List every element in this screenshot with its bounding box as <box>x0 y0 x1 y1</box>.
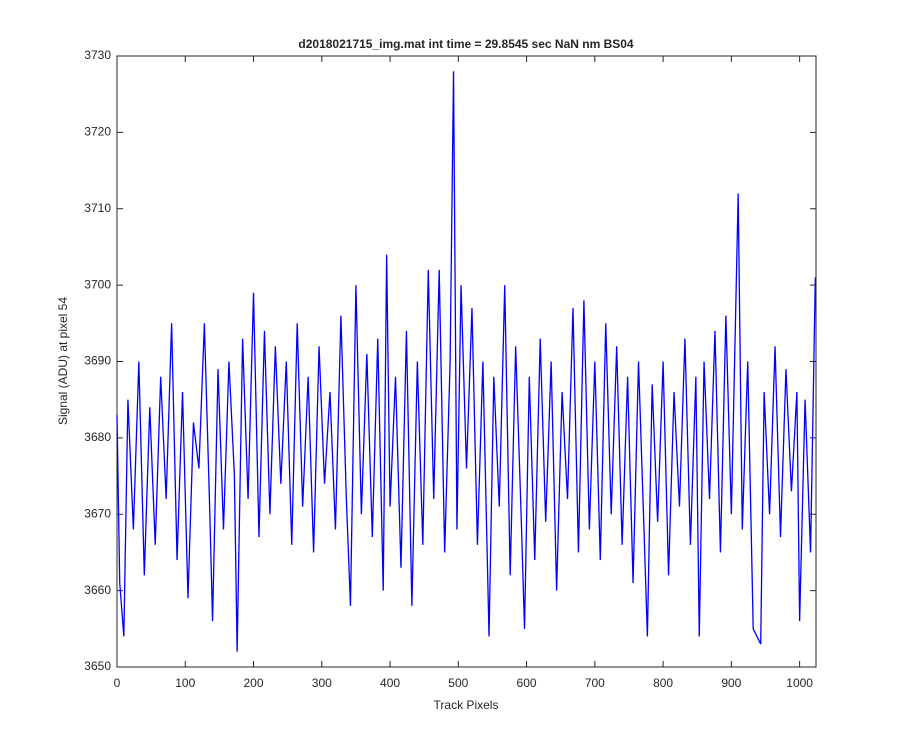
x-axis-label: Track Pixels <box>434 698 499 712</box>
x-tick-label: 700 <box>585 676 605 690</box>
y-tick-label: 3720 <box>84 125 111 139</box>
x-tick-label: 500 <box>448 676 468 690</box>
x-tick-label: 600 <box>517 676 537 690</box>
x-tick-label: 800 <box>653 676 673 690</box>
y-axis-label: Signal (ADU) at pixel 54 <box>56 297 70 425</box>
y-tick-label: 3670 <box>84 506 111 520</box>
x-tick-label: 400 <box>380 676 400 690</box>
axes-box <box>116 55 817 668</box>
data-line <box>116 71 816 652</box>
x-tick-label: 900 <box>721 676 741 690</box>
x-tick-label: 100 <box>175 676 195 690</box>
y-tick-label: 3690 <box>84 354 111 368</box>
x-tick-label: 300 <box>312 676 332 690</box>
x-tick-label: 0 <box>114 676 121 690</box>
y-tick-label: 3710 <box>84 201 111 215</box>
chart-title: d2018021715_img.mat int time = 29.8545 s… <box>298 37 634 51</box>
x-tick-label: 1000 <box>786 676 813 690</box>
y-tick-label: 3660 <box>84 583 111 597</box>
y-tick-label: 3650 <box>84 659 111 673</box>
y-tick-label: 3700 <box>84 277 111 291</box>
x-tick-label: 200 <box>244 676 264 690</box>
y-tick-label: 3680 <box>84 430 111 444</box>
y-tick-label: 3730 <box>84 48 111 62</box>
